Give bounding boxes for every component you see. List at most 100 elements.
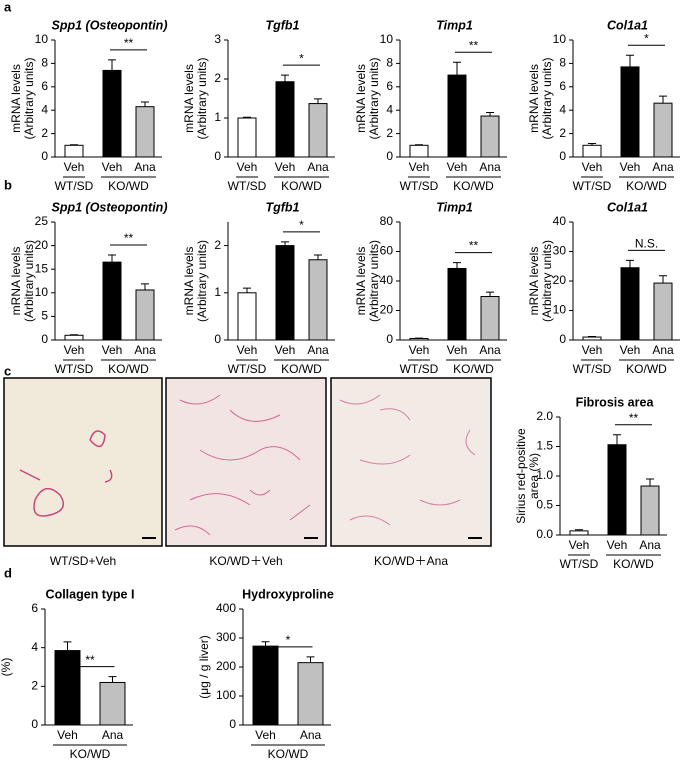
y-axis-label: mRNA levels — [182, 64, 196, 133]
y-tick-label: 1 — [214, 110, 221, 124]
x-tick-label: Veh — [447, 343, 468, 357]
y-tick-label: 2 — [31, 679, 38, 693]
bar — [136, 107, 154, 157]
error-bar — [281, 242, 289, 246]
group-label: WT/SD — [400, 179, 439, 193]
bar — [65, 145, 83, 157]
x-tick-label: Ana — [479, 343, 501, 357]
x-tick-label: Veh — [275, 160, 296, 174]
x-tick-label: Ana — [134, 160, 156, 174]
y-tick-label: 2 — [386, 126, 393, 140]
y-tick-label: 300 — [216, 630, 236, 644]
y-tick-label: 0 — [31, 717, 38, 731]
micrograph-caption: KO/WD＋Ana — [374, 554, 448, 568]
significance-label: * — [644, 31, 649, 45]
bar — [309, 260, 327, 340]
significance-label: ** — [85, 653, 95, 667]
bar — [410, 145, 428, 157]
y-tick-label: 3 — [214, 32, 221, 46]
x-tick-label: Veh — [620, 160, 641, 174]
chart-title: Col1a1 — [607, 18, 648, 32]
bar — [238, 118, 256, 157]
micrograph-caption: KO/WD＋Veh — [209, 554, 282, 568]
bar — [65, 335, 83, 340]
error-bar — [262, 642, 270, 646]
x-tick-label: Ana — [102, 728, 124, 742]
y-tick-label: 2.0 — [536, 409, 553, 423]
y-axis-label: mRNA levels — [182, 247, 196, 316]
x-tick-label: Veh — [569, 538, 590, 552]
y-axis-label: mRNA levels — [9, 64, 23, 133]
x-tick-label: Veh — [582, 343, 603, 357]
error-bar — [109, 677, 117, 683]
panel-label: a — [4, 0, 12, 14]
group-label: KO/WD — [626, 362, 667, 376]
y-axis-label: mRNA levels — [527, 247, 541, 316]
x-tick-label: Veh — [237, 343, 258, 357]
y-tick-label: 0 — [386, 332, 393, 346]
x-tick-label: Veh — [409, 343, 430, 357]
x-tick-label: Ana — [300, 728, 322, 742]
y-tick-label: 0 — [386, 149, 393, 163]
x-tick-label: Ana — [307, 160, 329, 174]
group-label: KO/WD — [281, 179, 322, 193]
y-tick-label: 200 — [216, 659, 236, 673]
significance-label: ** — [629, 411, 639, 425]
bar — [55, 651, 80, 725]
micrograph-caption: WT/SD+Veh — [50, 554, 116, 568]
chart-title: Fibrosis area — [576, 395, 655, 409]
y-tick-label: 30 — [553, 244, 567, 258]
x-tick-label: Ana — [652, 343, 674, 357]
significance-label: ** — [124, 36, 134, 50]
y-axis-label: (Arbitrary units) — [540, 57, 554, 139]
y-tick-label: 6 — [386, 79, 393, 93]
chart-title: Spp1 (Osteopontin) — [52, 18, 168, 32]
group-label: KO/WD — [453, 362, 494, 376]
y-tick-label: 0 — [559, 149, 566, 163]
bar — [276, 246, 294, 340]
bar-chart: Spp1 (Osteopontin)mRNA levels(Arbitrary … — [9, 18, 167, 193]
bar — [583, 145, 601, 157]
y-tick-label: 6 — [559, 79, 566, 93]
group-label: WT/SD — [560, 557, 599, 571]
x-tick-label: Veh — [57, 728, 78, 742]
x-tick-label: Veh — [607, 538, 628, 552]
error-bar — [626, 260, 634, 267]
group-label: KO/WD — [108, 179, 149, 193]
bar — [448, 75, 466, 157]
y-tick-label: 0 — [214, 149, 221, 163]
y-tick-label: 60 — [380, 244, 394, 258]
group-label: WT/SD — [573, 362, 612, 376]
error-bar — [646, 479, 654, 486]
group-label: WT/SD — [228, 362, 267, 376]
bar — [621, 67, 639, 157]
bar — [136, 290, 154, 340]
error-bar — [453, 62, 461, 75]
group-label: KO/WD — [108, 362, 149, 376]
x-tick-label: Ana — [652, 160, 674, 174]
panel-label: b — [4, 177, 12, 192]
y-tick-label: 4 — [386, 102, 393, 116]
significance-label: ** — [469, 38, 479, 52]
bar — [608, 445, 626, 535]
micrograph — [166, 378, 326, 546]
chart-title: Collagen type I — [46, 587, 135, 601]
y-tick-label: 1.5 — [536, 439, 553, 453]
error-bar — [314, 255, 322, 260]
y-axis-label: (Arbitrary units) — [22, 240, 36, 322]
error-bar — [141, 284, 149, 290]
y-tick-label: 10 — [35, 32, 49, 46]
x-tick-label: Veh — [447, 160, 468, 174]
error-bar — [70, 145, 78, 146]
y-tick-label: 4 — [559, 102, 566, 116]
chart-title: Tgfb1 — [265, 200, 299, 214]
bar-chart: Hydroxyproline(μg / g liver)010020030040… — [197, 587, 334, 759]
chart-title: Timp1 — [436, 200, 473, 214]
group-label: KO/WD — [626, 179, 667, 193]
bar — [621, 268, 639, 340]
y-tick-label: 20 — [380, 303, 394, 317]
